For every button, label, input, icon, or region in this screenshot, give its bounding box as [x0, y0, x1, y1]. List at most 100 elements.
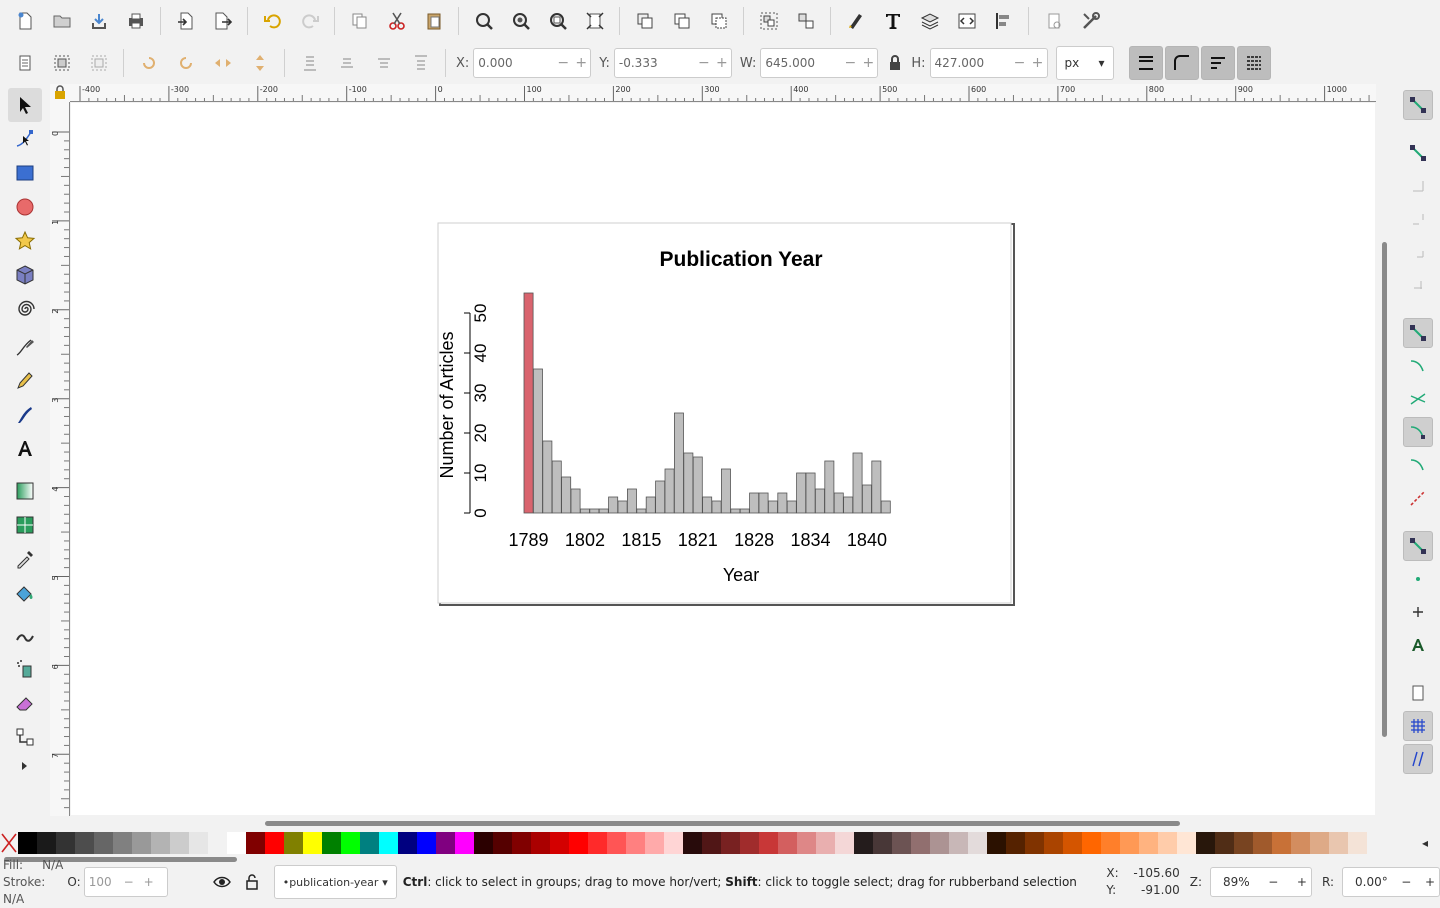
- export-button[interactable]: [206, 4, 240, 38]
- align-distribute-button[interactable]: [987, 4, 1021, 38]
- color-swatch[interactable]: [436, 832, 455, 854]
- color-swatch[interactable]: [759, 832, 778, 854]
- text-font-button[interactable]: [876, 4, 910, 38]
- zoom-page-button[interactable]: [541, 4, 575, 38]
- raise-to-top-button[interactable]: [404, 46, 438, 80]
- vertical-ruler[interactable]: 012345678: [50, 102, 70, 816]
- fill-stroke-button[interactable]: [839, 4, 873, 38]
- preferences-button[interactable]: [1074, 4, 1108, 38]
- color-swatch[interactable]: [588, 832, 607, 854]
- color-swatch[interactable]: [94, 832, 113, 854]
- color-swatch[interactable]: [1082, 832, 1101, 854]
- color-swatch[interactable]: [626, 832, 645, 854]
- snap-intersections-toggle[interactable]: [1403, 384, 1433, 414]
- node-tool[interactable]: [8, 122, 42, 156]
- h-input[interactable]: [930, 56, 1011, 70]
- flip-horizontal-button[interactable]: [206, 46, 240, 80]
- w-decrement[interactable]: −: [844, 55, 857, 71]
- chart-bar[interactable]: [880, 500, 891, 514]
- chart-bar[interactable]: [786, 500, 797, 514]
- duplicate-button[interactable]: [628, 4, 662, 38]
- rotate-increment[interactable]: +: [1424, 875, 1435, 889]
- w-increment[interactable]: +: [862, 55, 875, 71]
- move-gradients-toggle[interactable]: [1200, 46, 1235, 80]
- color-swatch[interactable]: [341, 832, 360, 854]
- horizontal-ruler[interactable]: -400 -300 -200 -100 0 100 200 300 400 500 600 700 80…: [70, 84, 1376, 102]
- mesh-tool[interactable]: [8, 508, 42, 542]
- clone-button[interactable]: [665, 4, 699, 38]
- vertical-scrollbar-thumb[interactable]: [1382, 242, 1387, 737]
- snap-page-border-toggle[interactable]: [1403, 678, 1433, 708]
- color-swatch[interactable]: [569, 832, 588, 854]
- chart-bar[interactable]: [833, 492, 844, 514]
- spray-tool[interactable]: [8, 652, 42, 686]
- layers-button[interactable]: [913, 4, 947, 38]
- chart-bar[interactable]: [805, 472, 816, 514]
- chart-bar[interactable]: [815, 488, 825, 514]
- color-swatch[interactable]: [113, 832, 132, 854]
- horizontal-scrollbar-thumb[interactable]: [265, 821, 1180, 826]
- color-swatch[interactable]: [816, 832, 835, 854]
- w-input[interactable]: [761, 56, 842, 70]
- color-swatch[interactable]: [417, 832, 436, 854]
- vertical-scrollbar[interactable]: [1376, 84, 1394, 816]
- select-all-button[interactable]: [8, 46, 42, 80]
- color-swatch[interactable]: [550, 832, 569, 854]
- opacity-decrement[interactable]: −: [123, 875, 134, 889]
- opacity-value[interactable]: 100: [88, 875, 112, 889]
- current-layer-select[interactable]: •publication-year ▾: [273, 865, 397, 899]
- palette-scrollbar-thumb[interactable]: [4, 857, 237, 862]
- color-swatch[interactable]: [1291, 832, 1310, 854]
- color-swatch[interactable]: [1044, 832, 1063, 854]
- paste-button[interactable]: [417, 4, 451, 38]
- chart-bar[interactable]: [739, 508, 750, 514]
- ungroup-button[interactable]: [789, 4, 823, 38]
- lock-proportions-button[interactable]: [884, 46, 906, 80]
- color-swatch[interactable]: [968, 832, 987, 854]
- chart-bar[interactable]: [532, 368, 543, 514]
- chart-bar[interactable]: [589, 508, 600, 514]
- rotate-decrement[interactable]: −: [1401, 875, 1412, 889]
- color-swatch[interactable]: [1310, 832, 1329, 854]
- dropper-tool[interactable]: [8, 542, 42, 576]
- chart-bar[interactable]: [843, 496, 854, 514]
- lower-to-bottom-button[interactable]: [293, 46, 327, 80]
- more-tools-button[interactable]: [8, 754, 42, 778]
- snap-enable-toggle[interactable]: [1403, 90, 1433, 120]
- color-swatch[interactable]: [1329, 832, 1348, 854]
- color-swatch[interactable]: [1139, 832, 1158, 854]
- color-swatch[interactable]: [873, 832, 892, 854]
- color-swatch[interactable]: [493, 832, 512, 854]
- color-swatch[interactable]: [246, 832, 265, 854]
- h-decrement[interactable]: −: [1013, 55, 1026, 71]
- color-swatch[interactable]: [683, 832, 702, 854]
- chart-bar[interactable]: [702, 496, 713, 514]
- snap-cusp-nodes-toggle[interactable]: [1403, 417, 1433, 447]
- undo-button[interactable]: [256, 4, 290, 38]
- opacity-increment[interactable]: +: [143, 875, 154, 889]
- no-paint-swatch[interactable]: [0, 832, 18, 854]
- color-swatch[interactable]: [1272, 832, 1291, 854]
- save-button[interactable]: [82, 4, 116, 38]
- color-swatch[interactable]: [987, 832, 1006, 854]
- chart-bar[interactable]: [627, 488, 637, 514]
- color-swatch[interactable]: [1215, 832, 1234, 854]
- paint-bucket-tool[interactable]: [8, 576, 42, 610]
- color-swatch[interactable]: [930, 832, 949, 854]
- color-swatch[interactable]: [208, 832, 227, 854]
- color-swatch[interactable]: [18, 832, 37, 854]
- color-swatch[interactable]: [1120, 832, 1139, 854]
- color-swatch[interactable]: [189, 832, 208, 854]
- color-swatch[interactable]: [1006, 832, 1025, 854]
- snap-object-center-toggle[interactable]: [1403, 564, 1433, 594]
- chart-bar[interactable]: [777, 492, 788, 514]
- snap-nodes-toggle[interactable]: [1403, 318, 1433, 348]
- rectangle-tool[interactable]: [8, 156, 42, 190]
- color-swatch[interactable]: [151, 832, 170, 854]
- chart-bar[interactable]: [796, 472, 807, 514]
- redo-button[interactable]: [293, 4, 327, 38]
- chart-bar[interactable]: [570, 488, 581, 514]
- pen-tool[interactable]: [8, 330, 42, 364]
- color-swatch[interactable]: [379, 832, 398, 854]
- color-swatch[interactable]: [1158, 832, 1177, 854]
